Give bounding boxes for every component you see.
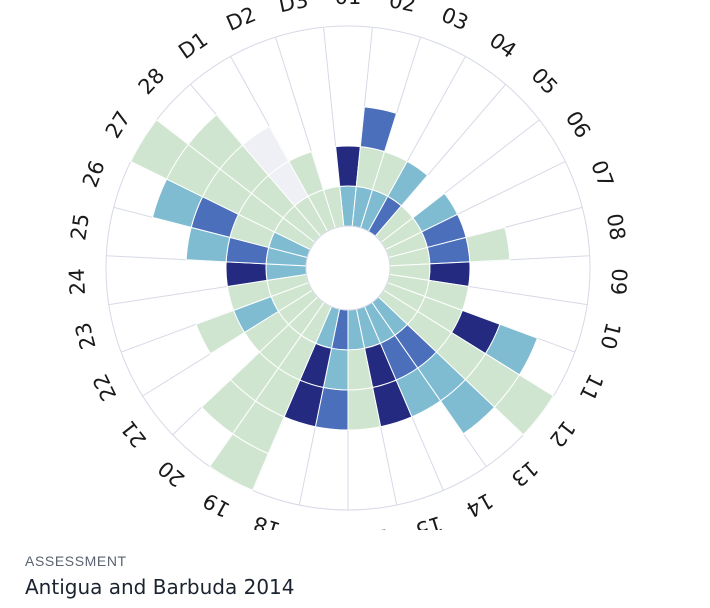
caption-title: Antigua and Barbuda 2014 [25, 575, 295, 599]
heatmap-cell-08-ring-3 [465, 226, 511, 263]
category-label-15: 15 [413, 511, 446, 530]
chart-caption: ASSESSMENT Antigua and Barbuda 2014 [25, 553, 295, 599]
category-label-13: 13 [507, 456, 543, 492]
category-label-27: 27 [101, 107, 136, 142]
category-label-16: 16 [361, 524, 390, 530]
center-hole [305, 225, 391, 311]
heatmap-cell-02-ring-3 [359, 106, 398, 153]
category-label-11: 11 [575, 370, 608, 405]
category-label-23: 23 [71, 320, 101, 352]
category-label-06: 06 [561, 107, 596, 142]
category-label-22: 22 [88, 370, 121, 405]
category-label-14: 14 [462, 488, 497, 522]
category-label-02: 02 [387, 0, 418, 17]
category-label-08: 08 [602, 212, 630, 242]
category-label-01: 01 [335, 0, 362, 9]
heatmap-cell-20-ring-4 [200, 378, 257, 435]
category-label-20: 20 [154, 456, 190, 492]
category-label-24: 24 [65, 268, 90, 296]
category-label-03: 03 [438, 3, 472, 36]
category-label-D2: D2 [223, 2, 260, 36]
outer-grid-circle [105, 25, 591, 511]
category-label-19: 19 [199, 488, 234, 522]
category-label-D3: D3 [277, 0, 311, 17]
category-label-09: 09 [606, 268, 631, 296]
category-label-12: 12 [545, 416, 580, 452]
category-label-17: 17 [306, 524, 335, 530]
caption-kicker: ASSESSMENT [25, 553, 127, 569]
category-label-05: 05 [527, 63, 563, 99]
category-label-18: 18 [251, 511, 284, 530]
category-label-21: 21 [116, 416, 151, 452]
category-label-D1: D1 [174, 27, 212, 64]
category-label-07: 07 [586, 157, 618, 190]
category-label-28: 28 [134, 63, 170, 99]
category-label-10: 10 [595, 320, 625, 352]
category-label-04: 04 [485, 28, 521, 63]
category-label-25: 25 [66, 212, 94, 242]
category-label-26: 26 [78, 157, 110, 190]
